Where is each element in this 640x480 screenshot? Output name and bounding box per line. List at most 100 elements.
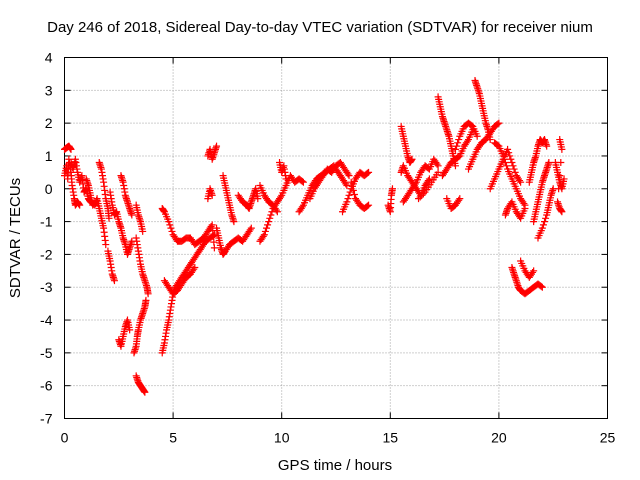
data-point xyxy=(541,218,549,226)
data-point xyxy=(141,388,149,396)
data-point xyxy=(298,203,306,211)
data-point xyxy=(348,182,356,190)
data-point xyxy=(346,188,354,196)
data-point xyxy=(213,142,221,150)
data-point xyxy=(190,265,198,273)
data-point xyxy=(415,195,423,203)
data-point xyxy=(516,177,524,185)
data-point xyxy=(210,231,218,239)
data-point xyxy=(434,168,442,176)
data-point xyxy=(454,139,462,147)
data-point xyxy=(345,191,353,199)
y-tick-label: -4 xyxy=(40,312,53,328)
plot-frame xyxy=(64,57,608,419)
data-point xyxy=(166,221,174,229)
x-axis-label: GPS time / hours xyxy=(278,457,392,474)
data-point xyxy=(102,241,110,249)
data-point xyxy=(247,224,255,232)
x-tick-label: 25 xyxy=(600,430,616,446)
data-point xyxy=(530,267,538,275)
data-point xyxy=(451,162,459,170)
data-point xyxy=(506,152,514,160)
data-point xyxy=(545,159,553,167)
data-point xyxy=(473,132,481,140)
data-point xyxy=(495,119,503,127)
data-point xyxy=(434,162,442,170)
data-point xyxy=(266,214,274,222)
data-point xyxy=(365,201,373,209)
data-point xyxy=(507,155,515,163)
data-point xyxy=(110,277,118,285)
data-point xyxy=(343,181,351,189)
data-point xyxy=(537,282,545,290)
y-tick-label: -6 xyxy=(40,378,53,394)
data-point xyxy=(349,186,357,194)
y-tick-label: 3 xyxy=(45,82,53,98)
data-point xyxy=(89,201,97,209)
data-point xyxy=(555,185,563,193)
y-tick-label: 0 xyxy=(45,181,53,197)
data-point xyxy=(503,162,511,170)
data-point xyxy=(262,224,270,232)
data-point xyxy=(208,191,216,199)
data-point xyxy=(264,221,272,229)
data-point xyxy=(343,198,351,206)
data-point xyxy=(521,204,529,212)
data-point xyxy=(520,200,528,208)
y-tick-label: 4 xyxy=(45,50,53,66)
data-point xyxy=(273,208,281,216)
x-tick-label: 15 xyxy=(383,430,399,446)
data-point xyxy=(76,201,84,209)
data-point xyxy=(505,149,513,157)
data-point xyxy=(424,177,432,185)
data-point xyxy=(277,193,285,201)
y-tick-label: -1 xyxy=(40,214,53,230)
data-point xyxy=(560,175,568,183)
data-point xyxy=(165,218,173,226)
data-point xyxy=(455,196,463,204)
data-point xyxy=(456,195,464,203)
data-point xyxy=(347,178,355,186)
data-point xyxy=(342,180,350,188)
axis-ticks: 0 5 10 15 20 25 -7 -6 -5 -4 -3 -2 -1 0 1 2 3 4 xyxy=(40,50,615,446)
data-point xyxy=(254,195,262,203)
y-tick-label: -2 xyxy=(40,246,53,262)
data-point xyxy=(499,152,507,160)
y-axis-label: SDTVAR / TECUs xyxy=(7,178,24,298)
data-point xyxy=(363,202,371,210)
data-point xyxy=(504,145,512,153)
data-point xyxy=(126,326,134,334)
data-point xyxy=(408,155,416,163)
data-point xyxy=(517,178,525,186)
y-tick-label: 1 xyxy=(45,148,53,164)
data-point xyxy=(128,211,136,219)
data-point xyxy=(344,170,352,178)
data-point xyxy=(344,195,352,203)
data-point xyxy=(453,142,461,150)
data-point xyxy=(419,190,427,198)
y-tick-label: 2 xyxy=(45,115,53,131)
data-point xyxy=(418,191,426,199)
grid-lines xyxy=(64,57,608,419)
data-point xyxy=(282,175,290,183)
data-point xyxy=(500,155,508,163)
data-point xyxy=(538,283,546,291)
data-point xyxy=(67,145,75,153)
data-point xyxy=(543,142,551,150)
data-point xyxy=(345,172,353,180)
data-point xyxy=(463,137,471,145)
data-points xyxy=(61,76,568,396)
y-tick-label: -7 xyxy=(40,411,53,427)
data-point xyxy=(455,136,463,144)
data-point xyxy=(191,264,199,272)
data-point xyxy=(207,223,215,231)
data-point xyxy=(265,218,273,226)
data-point xyxy=(167,224,175,232)
data-point xyxy=(542,214,550,222)
data-point xyxy=(139,227,147,235)
data-point xyxy=(511,168,519,176)
data-point xyxy=(558,145,566,153)
data-point xyxy=(388,185,396,193)
data-point xyxy=(298,177,306,185)
y-tick-label: -5 xyxy=(40,345,53,361)
